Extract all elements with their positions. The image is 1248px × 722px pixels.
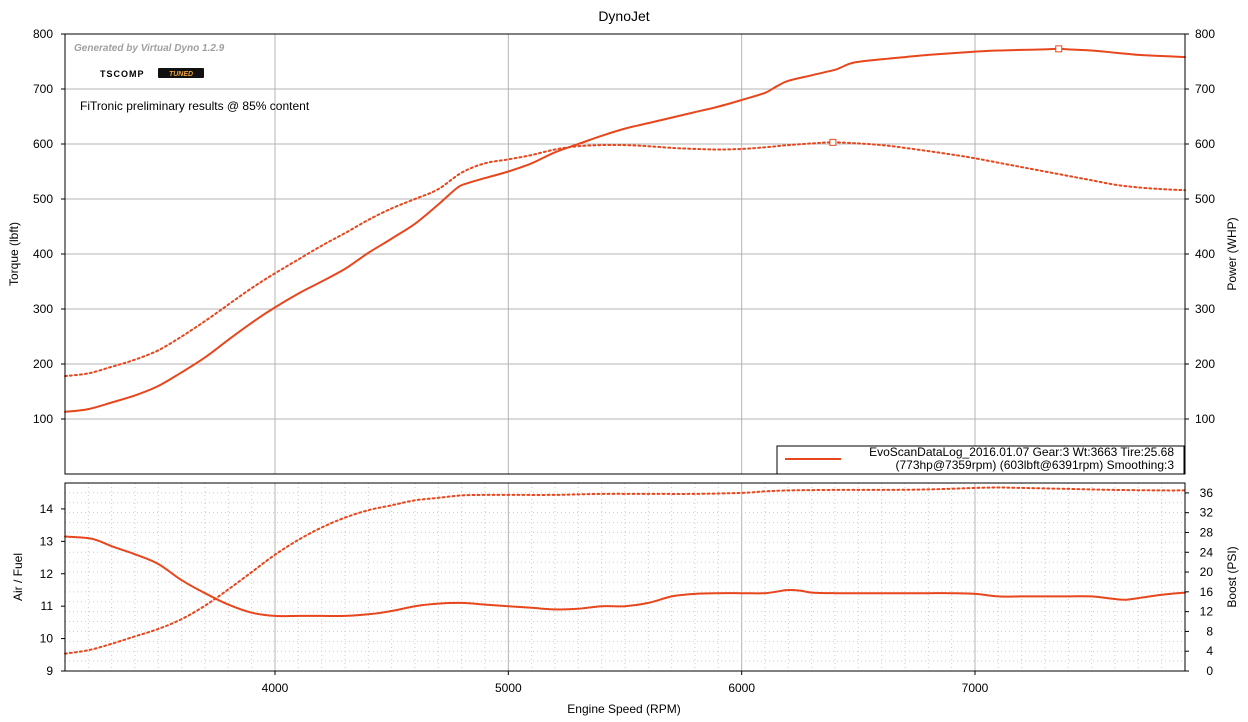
bottom-left-tick-label: 14 [40, 502, 54, 516]
logo-badge: TUNED [169, 71, 193, 78]
top-left-tick-label: 300 [33, 302, 53, 316]
bottom-right-tick-label: 24 [1200, 545, 1214, 559]
top-left-tick-label: 100 [33, 412, 53, 426]
bottom-right-tick-label: 12 [1200, 605, 1214, 619]
top-left-tick-label: 800 [33, 27, 53, 41]
power-line-peak-marker [1055, 45, 1063, 53]
bottom-left-tick-label: 13 [40, 534, 54, 548]
legend-box [776, 445, 1185, 475]
top-left-tick-label: 700 [33, 82, 53, 96]
torque-line-peak-marker [829, 138, 837, 146]
bottom-right-tick-label: 0 [1206, 664, 1213, 678]
chart-note: FiTronic preliminary results @ 85% conte… [80, 99, 310, 113]
bottom-left-tick-label: 9 [46, 664, 53, 678]
legend-line-2: (773hp@7359rpm) (603lbft@6391rpm) Smooth… [895, 458, 1174, 472]
top-right-tick-label: 500 [1195, 192, 1215, 206]
top-right-axis-title: Power (WHP) [1225, 217, 1239, 290]
top-right-tick-label: 800 [1195, 27, 1215, 41]
bottom-left-tick-label: 11 [41, 599, 54, 613]
logo-badge-bg [158, 68, 204, 78]
torque-line [64, 141, 1186, 378]
top-panel-ticks: 100 200 300 400 500 600 700 800 100 200 300 400 500 6… [33, 27, 1215, 426]
generator-credit: Generated by Virtual Dyno 1.2.9 [74, 43, 225, 54]
bottom-right-tick-label: 4 [1206, 644, 1213, 658]
top-right-tick-label: 200 [1195, 357, 1215, 371]
logo-word: TSCOMP [100, 69, 145, 79]
top-panel-series [64, 45, 1186, 413]
bottom-left-tick-label: 12 [40, 567, 54, 581]
top-left-tick-label: 600 [33, 137, 53, 151]
air-fuel-line [64, 535, 1186, 618]
top-right-tick-label: 600 [1195, 137, 1215, 151]
x-tick-label: 4000 [262, 681, 289, 695]
bottom-right-tick-label: 20 [1200, 565, 1214, 579]
x-tick-label: 5000 [495, 681, 522, 695]
bottom-panel-grid [65, 482, 1185, 672]
bottom-right-tick-label: 36 [1200, 486, 1214, 500]
bottom-left-axis-title: Air / Fuel [11, 553, 25, 601]
legend-line-1: EvoScanDataLog_2016.01.07 Gear:3 Wt:3663… [869, 445, 1174, 459]
bottom-right-tick-label: 16 [1200, 585, 1214, 599]
top-right-tick-label: 700 [1195, 82, 1215, 96]
top-left-axis-title: Torque (lbft) [7, 222, 21, 286]
x-tick-label: 7000 [962, 681, 989, 695]
top-left-tick-label: 400 [33, 247, 53, 261]
bottom-panel-frame [64, 482, 1186, 672]
legend: EvoScanDataLog_2016.01.07 Gear:3 Wt:3663… [776, 445, 1185, 475]
bottom-panel-series [64, 486, 1186, 655]
x-axis-title: Engine Speed (RPM) [567, 702, 680, 716]
bottom-right-tick-label: 8 [1206, 624, 1213, 638]
power-line [64, 47, 1186, 413]
bottom-right-tick-label: 28 [1200, 525, 1214, 539]
bottom-right-tick-label: 32 [1200, 506, 1214, 520]
tscomp-logo: TSCOMP TUNED [100, 68, 204, 79]
x-tick-label: 6000 [728, 681, 755, 695]
bottom-left-tick-label: 10 [40, 632, 54, 646]
top-right-tick-label: 300 [1195, 302, 1215, 316]
top-right-tick-label: 400 [1195, 247, 1215, 261]
boost-line [64, 486, 1186, 655]
chart-title: DynoJet [598, 8, 649, 24]
top-right-tick-label: 100 [1195, 412, 1215, 426]
top-left-tick-label: 500 [33, 192, 53, 206]
bottom-panel-ticks: 9 10 11 12 13 14 0 4 8 12 16 20 24 28 32 36 4000 5000 6000… [40, 486, 1214, 695]
top-left-tick-label: 200 [33, 357, 53, 371]
bottom-right-axis-title: Boost (PSI) [1225, 546, 1239, 607]
